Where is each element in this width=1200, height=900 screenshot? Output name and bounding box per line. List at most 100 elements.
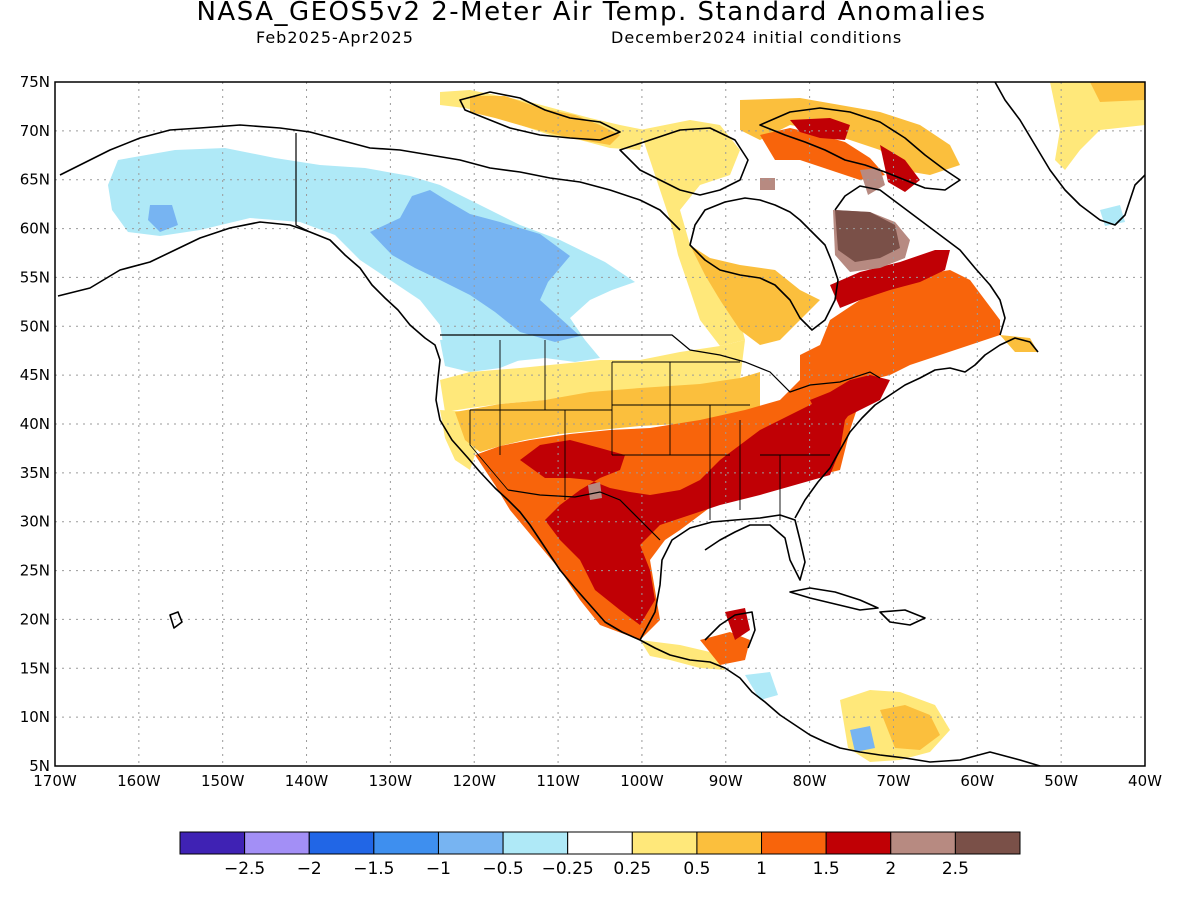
colorbar-label: −0.5: [482, 859, 523, 879]
warm-anomaly-region: [440, 340, 745, 412]
warm-anomaly-region: [640, 640, 725, 670]
coastlines: [57, 82, 1145, 766]
longitude-label: 110W: [536, 772, 580, 790]
coastline-arctic: [59, 124, 681, 231]
cool-anomaly-region: [850, 726, 875, 752]
border-alaska-canada: [295, 133, 311, 233]
coastline-hispaniola: [879, 609, 926, 626]
warm-anomaly-region: [1000, 335, 1038, 352]
warm-anomaly-region: [700, 632, 750, 665]
warm-anomaly-region: [790, 118, 850, 140]
colorbar-label: 0.25: [613, 859, 651, 879]
longitude-label: 80W: [793, 772, 827, 790]
cool-anomaly-region: [148, 205, 178, 232]
longitude-label: 70W: [877, 772, 911, 790]
cool-anomaly-region: [1100, 205, 1125, 226]
colorbar-label: 0.5: [683, 859, 710, 879]
latitude-label: 10N: [20, 708, 50, 726]
latitude-label: 70N: [20, 122, 50, 140]
longitude-label: 120W: [452, 772, 496, 790]
coastline-arctic-islands: [619, 127, 749, 196]
border-us-mexico: [507, 489, 661, 541]
map-frame: [54, 81, 1146, 767]
longitude-label: 60W: [960, 772, 994, 790]
longitude-label: 90W: [709, 772, 743, 790]
forecast-period: Feb2025-Apr2025: [256, 28, 414, 47]
longitude-label: 170W: [33, 772, 77, 790]
colorbar-swatch: [502, 831, 569, 855]
colorbar-label: −1.5: [353, 859, 394, 879]
latitude-label: 45N: [20, 366, 50, 384]
longitude-label: 150W: [201, 772, 245, 790]
colorbar-swatch: [631, 831, 698, 855]
coastline-north-america: [57, 221, 1041, 766]
warm-anomaly-region: [470, 96, 620, 145]
latitude-label: 75N: [20, 73, 50, 91]
latitude-label: 30N: [20, 513, 50, 531]
colorbar-label: −1: [426, 859, 451, 879]
warm-anomaly-region: [520, 390, 860, 625]
colorbar-swatch: [825, 831, 892, 855]
latitude-label: 25N: [20, 562, 50, 580]
coastline-east: [794, 337, 1039, 519]
latitude-label: 20N: [20, 610, 50, 628]
warm-anomaly-region: [760, 178, 775, 190]
colorbar-label: −0.25: [542, 859, 594, 879]
latitude-label: 50N: [20, 317, 50, 335]
warm-anomaly-region: [640, 120, 745, 346]
colorbar-swatch: [373, 831, 439, 855]
longitude-label: 130W: [369, 772, 413, 790]
coastline-yucatan: [704, 611, 756, 649]
colorbar-label: 2.5: [942, 859, 969, 879]
colorbar-label: −2.5: [224, 859, 265, 879]
warm-anomaly-region: [880, 145, 920, 192]
longitude-label: 40W: [1128, 772, 1162, 790]
longitude-label: 100W: [620, 772, 664, 790]
coastline-arctic-islands: [459, 91, 621, 141]
longitude-labels: 170W 160W 150W 140W 130W 120W 110W 100W 90W 80W 70…: [33, 772, 1162, 790]
border-us-canada: [440, 334, 881, 393]
warm-anomaly-region: [810, 375, 890, 420]
coastline-baffin-island: [759, 107, 961, 191]
coastline-hudson-bay: [689, 197, 839, 331]
warm-anomaly-region: [830, 250, 950, 308]
warm-anomaly-region: [880, 705, 940, 750]
latitude-label: 35N: [20, 464, 50, 482]
latitude-labels: 75N 70N 65N 60N 55N 50N 45N 40N 35N 30N 25N 20N 15N 1…: [20, 73, 50, 775]
latitude-label: 65N: [20, 171, 50, 189]
political-borders: [295, 133, 881, 541]
colorbar-swatch: [761, 831, 827, 855]
anomaly-shading: [108, 82, 1145, 762]
warm-anomaly-region: [455, 372, 760, 452]
colorbar-swatch: [437, 831, 504, 855]
colorbar: [179, 831, 1021, 855]
warm-anomaly-region: [740, 98, 960, 175]
map-gridlines: [55, 82, 1145, 766]
longitude-label: 160W: [117, 772, 161, 790]
warm-anomaly-region: [760, 128, 885, 180]
colorbar-label: −2: [297, 859, 322, 879]
warm-anomaly-region: [725, 608, 750, 640]
coastline-hawaii: [169, 611, 183, 629]
latitude-label: 15N: [20, 659, 50, 677]
colorbar-labels: −2.5 −2 −1.5 −1 −0.5 −0.25 0.25 0.5 1 1.5 2 2.5: [224, 859, 969, 879]
longitude-label: 50W: [1044, 772, 1078, 790]
coastline-labrador: [834, 185, 1006, 336]
warm-anomaly-region: [588, 482, 602, 500]
longitude-label: 140W: [285, 772, 329, 790]
coastline-cuba: [789, 587, 879, 611]
colorbar-swatch: [567, 831, 633, 855]
latitude-label: 55N: [20, 268, 50, 286]
colorbar-swatch: [244, 831, 310, 855]
colorbar-swatch: [954, 831, 1021, 855]
border-states: [469, 340, 830, 520]
warm-anomaly-region: [860, 168, 885, 195]
cool-anomaly-region: [370, 190, 580, 342]
colorbar-swatch: [179, 831, 246, 855]
warm-anomaly-region: [1090, 82, 1145, 102]
warm-anomaly-region: [835, 210, 900, 262]
cool-anomaly-region: [745, 672, 778, 700]
initial-conditions: December2024 initial conditions: [611, 28, 903, 47]
colorbar-label: 1: [756, 859, 767, 879]
